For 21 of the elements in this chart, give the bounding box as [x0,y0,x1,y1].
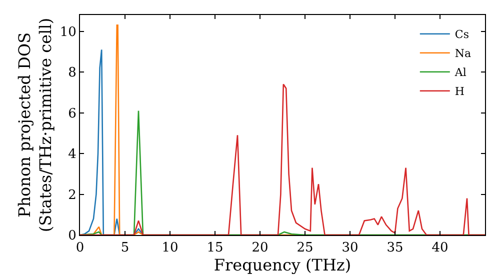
x-tick-label: 5 [120,240,130,256]
y-tick-label: 4 [68,147,76,162]
x-tick-label: 20 [252,240,268,256]
y-tick-label: 6 [68,106,76,122]
legend-label: Al [454,66,467,80]
y-tick-label: 8 [68,66,76,81]
x-tick-label: 40 [432,240,448,256]
x-tick-label: 10 [162,240,178,256]
y-axis-title: Phonon projected DOS (States/THz·primitive cell) [14,18,55,232]
legend-label: Na [454,47,472,60]
line-series [80,84,485,235]
y-tick-label: 10 [60,24,76,40]
x-tick-label: 15 [206,240,224,256]
x-tick-label: 25 [296,240,314,256]
y-tick-label: 2 [68,188,76,203]
x-tick-label: 30 [342,240,358,256]
x-axis-title: Frequency (THz) [214,256,352,275]
y-tick-label: 0 [68,228,76,244]
legend-label: H [454,85,464,98]
legend-label: Cs [454,28,470,42]
x-tick-label: 35 [386,240,404,256]
